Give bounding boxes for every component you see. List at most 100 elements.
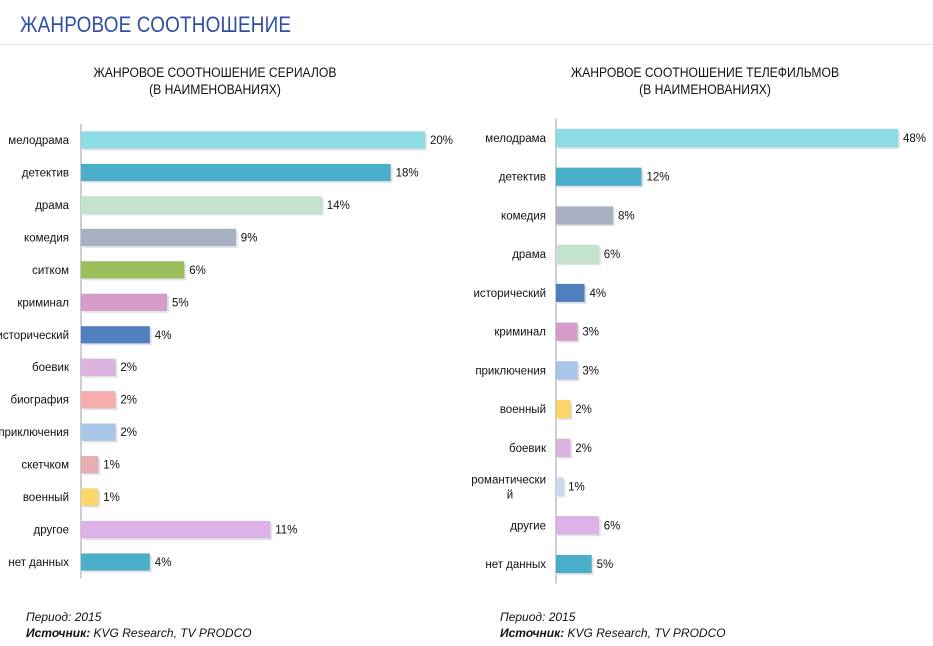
telefilm-chart-title-line1: ЖАНРОВОЕ СООТНОШЕНИЕ ТЕЛЕФИЛЬМОВ: [570, 65, 840, 80]
telefilm-category-label-исторический: исторический: [473, 288, 546, 300]
series-bar-боевик: [80, 358, 116, 376]
series-bar-биография: [80, 390, 116, 409]
series-value-label-драма: 14%: [327, 200, 350, 212]
series-value-label-военный: 1%: [103, 492, 120, 504]
series-category-label-мелодрама: мелодрама: [8, 135, 69, 147]
series-category-label-детектив: детектив: [22, 167, 69, 179]
telefilm-bar-комедия: [555, 206, 614, 225]
telefilm-chart-footer: Период: 2015 Источник: KVG Research, TV …: [500, 609, 726, 641]
series-category-label-нет-данных: нет данных: [8, 557, 69, 569]
series-bar-военный: [80, 488, 99, 506]
telefilm-category-label-детектив: детектив: [499, 172, 546, 184]
telefilm-category-label-драма: драма: [512, 249, 546, 261]
telefilm-value-label-нет-данных: 5%: [597, 559, 614, 571]
telefilm-genre-chart: мелодрама 48% детектив 12% комедия 8% драма 6% и…: [471, 118, 926, 584]
series-bar-приключения: [80, 423, 116, 441]
series-value-label-исторический: 4%: [155, 330, 172, 342]
telefilm-bar-нет-данных: [555, 554, 592, 574]
series-value-label-мелодрама: 20%: [430, 135, 453, 147]
series-bar-нет-данных: [80, 553, 151, 571]
series-value-label-ситком: 6%: [189, 265, 206, 277]
telefilm-value-label-мелодрама: 48%: [903, 133, 926, 145]
telefilm-period-text: Период: 2015: [500, 610, 576, 624]
series-chart-title: ЖАНРОВОЕ СООТНОШЕНИЕ СЕРИАЛОВ (В НАИМЕНО…: [58, 64, 373, 98]
series-value-label-биография: 2%: [120, 395, 137, 407]
series-value-label-криминал: 5%: [172, 297, 189, 309]
series-value-label-приключения: 2%: [120, 427, 137, 439]
telefilm-value-label-детектив: 12%: [647, 172, 670, 184]
telefilm-value-label-романтически-й: 1%: [568, 482, 585, 494]
telefilm-value-label-драма: 6%: [604, 249, 621, 261]
telefilm-category-label-военный: военный: [500, 404, 546, 416]
series-period-text: Период: 2015: [26, 610, 102, 624]
series-bar-криминал: [80, 293, 168, 312]
series-category-label-криминал: криминал: [17, 297, 69, 309]
telefilm-bar-исторический: [555, 283, 585, 303]
telefilm-category-label-романтически-й: романтически й: [471, 475, 546, 502]
telefilm-value-label-приключения: 3%: [582, 365, 599, 377]
telefilm-value-label-исторический: 4%: [590, 288, 607, 300]
telefilm-category-label-приключения: приключения: [475, 365, 546, 377]
series-category-label-драма: драма: [35, 200, 69, 212]
series-chart-title-line2: (В НАИМЕНОВАНИЯХ): [149, 82, 281, 97]
telefilm-value-label-военный: 2%: [575, 404, 592, 416]
series-source-value: KVG Research, TV PRODCO: [93, 626, 252, 640]
telefilm-category-label-part: й: [507, 490, 513, 502]
series-category-label-военный: военный: [23, 492, 69, 504]
series-chart-title-line1: ЖАНРОВОЕ СООТНОШЕНИЕ СЕРИАЛОВ: [93, 65, 337, 80]
series-value-label-боевик: 2%: [120, 362, 137, 374]
telefilm-source-value: KVG Research, TV PRODCO: [567, 626, 726, 640]
series-category-label-исторический: исторический: [0, 330, 69, 342]
series-bar-исторический: [80, 326, 151, 344]
telefilm-bar-драма: [555, 244, 599, 264]
series-source-label: Источник:: [26, 626, 91, 640]
series-category-label-другое: другое: [34, 525, 69, 537]
series-bar-ситком: [80, 261, 185, 279]
telefilm-bar-боевик: [555, 438, 571, 458]
telefilm-chart-title: ЖАНРОВОЕ СООТНОШЕНИЕ ТЕЛЕФИЛЬМОВ (В НАИМ…: [548, 64, 863, 98]
telefilm-category-label-мелодрама: мелодрама: [485, 133, 546, 145]
series-category-label-биография: биография: [10, 395, 69, 407]
telefilm-value-label-другие: 6%: [604, 520, 621, 532]
series-bar-драма: [80, 196, 323, 214]
series-bar-комедия: [80, 228, 237, 247]
series-category-label-боевик: боевик: [32, 362, 70, 374]
series-value-label-скетчком: 1%: [103, 460, 120, 472]
telefilm-category-label-комедия: комедия: [501, 210, 546, 222]
series-source-text: Источник: KVG Research, TV PRODCO: [26, 625, 252, 641]
series-category-label-комедия: комедия: [24, 232, 69, 244]
telefilm-category-label-нет-данных: нет данных: [485, 559, 546, 571]
series-bar-другое: [80, 520, 271, 539]
telefilm-category-label-part: романтически: [471, 475, 546, 487]
telefilm-bar-военный: [555, 399, 571, 419]
series-value-label-комедия: 9%: [241, 232, 258, 244]
telefilm-chart-title-line2: (В НАИМЕНОВАНИЯХ): [639, 82, 771, 97]
series-category-label-ситком: ситком: [32, 265, 69, 277]
series-bar-скетчком: [80, 455, 99, 474]
telefilm-bar-приключения: [555, 361, 578, 380]
series-category-label-скетчком: скетчком: [21, 460, 69, 472]
series-genre-chart: мелодрама 20% детектив 18% драма 14% комедия 9%…: [0, 123, 453, 579]
telefilm-value-label-криминал: 3%: [582, 327, 599, 339]
series-value-label-другое: 11%: [275, 525, 297, 537]
series-value-label-детектив: 18%: [396, 167, 419, 179]
series-bar-детектив: [80, 163, 391, 182]
telefilm-category-label-боевик: боевик: [509, 443, 547, 455]
telefilm-bar-детектив: [555, 167, 642, 186]
telefilm-bar-мелодрама: [555, 128, 899, 148]
telefilm-bar-романтически-й: [555, 477, 564, 496]
page-title: ЖАНРОВОЕ СООТНОШЕНИЕ: [20, 12, 292, 37]
telefilm-bar-криминал: [555, 322, 578, 341]
series-chart-footer: Период: 2015 Источник: KVG Research, TV …: [26, 609, 252, 641]
series-category-label-приключения: приключения: [0, 427, 69, 439]
telefilm-category-label-криминал: криминал: [494, 327, 546, 339]
series-bar-мелодрама: [80, 131, 426, 149]
title-divider: [0, 44, 933, 45]
telefilm-bar-другие: [555, 516, 599, 535]
telefilm-source-text: Источник: KVG Research, TV PRODCO: [500, 625, 726, 641]
series-value-label-нет-данных: 4%: [155, 557, 172, 569]
telefilm-value-label-комедия: 8%: [618, 210, 635, 222]
telefilm-value-label-боевик: 2%: [575, 443, 592, 455]
telefilm-source-label: Источник:: [500, 626, 565, 640]
telefilm-category-label-другие: другие: [510, 520, 546, 532]
